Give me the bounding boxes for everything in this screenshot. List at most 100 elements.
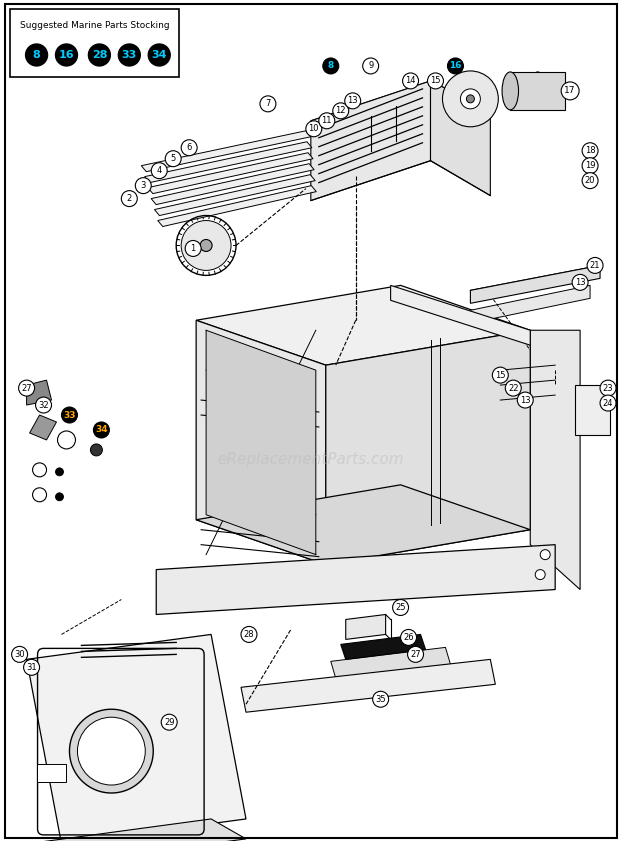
Circle shape (505, 380, 521, 396)
Circle shape (582, 157, 598, 173)
Circle shape (492, 367, 508, 383)
Polygon shape (157, 185, 316, 226)
Text: 34: 34 (151, 50, 167, 60)
Polygon shape (148, 152, 313, 194)
Circle shape (24, 659, 40, 675)
Circle shape (540, 550, 550, 560)
Circle shape (306, 120, 322, 136)
Text: 27: 27 (410, 650, 421, 659)
Circle shape (319, 113, 335, 129)
Text: 21: 21 (590, 261, 600, 270)
Circle shape (600, 380, 616, 396)
Circle shape (392, 600, 409, 616)
Circle shape (69, 709, 153, 793)
Text: 17: 17 (564, 87, 576, 95)
Circle shape (535, 569, 545, 579)
Circle shape (200, 239, 212, 252)
Circle shape (461, 89, 480, 109)
Circle shape (181, 221, 231, 270)
Circle shape (333, 103, 348, 119)
Circle shape (89, 44, 110, 66)
Circle shape (91, 444, 102, 456)
Circle shape (345, 93, 361, 109)
Circle shape (61, 407, 78, 423)
Text: 27: 27 (21, 384, 32, 392)
Polygon shape (241, 659, 495, 712)
Text: 7: 7 (265, 99, 270, 109)
Text: 16: 16 (59, 50, 74, 60)
Text: 11: 11 (322, 116, 332, 125)
Circle shape (587, 258, 603, 274)
Text: 8: 8 (327, 61, 334, 71)
Polygon shape (346, 615, 386, 639)
Circle shape (165, 151, 181, 167)
Circle shape (323, 58, 339, 74)
Circle shape (600, 395, 616, 411)
Polygon shape (144, 141, 312, 183)
Polygon shape (430, 81, 490, 195)
Text: 1: 1 (190, 244, 196, 253)
Text: 12: 12 (335, 106, 346, 115)
Polygon shape (196, 285, 530, 365)
Text: 2: 2 (126, 195, 132, 203)
Polygon shape (154, 174, 315, 216)
Text: 18: 18 (585, 147, 595, 155)
Circle shape (407, 647, 423, 663)
Circle shape (25, 44, 48, 66)
Text: 24: 24 (603, 398, 613, 408)
Circle shape (443, 71, 498, 127)
Circle shape (94, 422, 109, 438)
Polygon shape (341, 634, 425, 659)
Polygon shape (510, 72, 565, 109)
Text: 19: 19 (585, 161, 595, 170)
Circle shape (19, 380, 35, 396)
Text: 22: 22 (508, 384, 518, 392)
Circle shape (58, 431, 76, 449)
Text: 31: 31 (26, 663, 37, 672)
Text: 30: 30 (14, 650, 25, 659)
Text: 33: 33 (122, 50, 137, 60)
Polygon shape (206, 330, 316, 555)
Polygon shape (27, 819, 246, 842)
Text: 10: 10 (309, 125, 319, 133)
Circle shape (448, 58, 463, 74)
Polygon shape (331, 647, 451, 679)
Circle shape (466, 95, 474, 103)
Circle shape (363, 58, 379, 74)
Polygon shape (326, 330, 530, 565)
Text: 16: 16 (449, 61, 462, 71)
Polygon shape (471, 285, 590, 323)
Text: 13: 13 (575, 278, 585, 287)
Circle shape (12, 647, 27, 663)
Bar (10, 9, 179, 77)
Text: 13: 13 (347, 96, 358, 105)
Text: 35: 35 (375, 695, 386, 704)
Polygon shape (575, 385, 610, 435)
Ellipse shape (502, 72, 518, 109)
Circle shape (561, 82, 579, 100)
Circle shape (56, 468, 63, 476)
Polygon shape (391, 285, 530, 345)
Circle shape (373, 691, 389, 707)
Circle shape (402, 73, 418, 89)
Circle shape (260, 96, 276, 112)
Circle shape (185, 241, 201, 257)
Polygon shape (27, 634, 246, 842)
Text: 15: 15 (430, 77, 441, 85)
Text: 29: 29 (164, 717, 174, 727)
Text: 23: 23 (603, 384, 613, 392)
Text: 4: 4 (157, 166, 162, 175)
Circle shape (56, 493, 63, 501)
Circle shape (517, 392, 533, 408)
Circle shape (151, 163, 167, 179)
Text: 26: 26 (403, 633, 414, 642)
Polygon shape (141, 131, 311, 172)
Text: Suggested Marine Parts Stocking: Suggested Marine Parts Stocking (20, 20, 169, 29)
Bar (37, 764, 66, 782)
Circle shape (78, 717, 145, 785)
Polygon shape (156, 545, 555, 615)
Circle shape (181, 140, 197, 156)
Circle shape (428, 73, 443, 89)
Text: 15: 15 (495, 370, 505, 380)
Circle shape (56, 44, 78, 66)
